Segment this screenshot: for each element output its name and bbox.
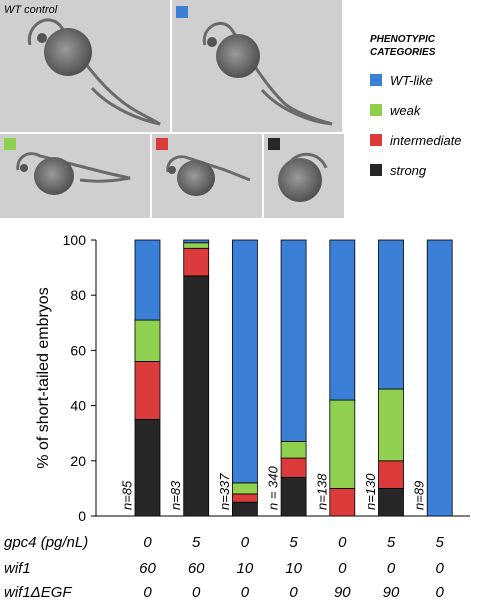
bar-segment-intermediate — [329, 487, 356, 517]
condition-value: 90 — [382, 584, 400, 601]
bar-segment-intermediate — [183, 247, 210, 277]
bar-segment-strong — [378, 487, 404, 517]
condition-value: 0 — [435, 584, 444, 601]
bar-segment-wt-like — [329, 239, 356, 401]
intermediate-swatch — [156, 138, 168, 150]
legend-swatch-intermediate — [370, 134, 382, 146]
condition-value: 0 — [289, 584, 298, 601]
bar-segment-intermediate — [134, 361, 161, 420]
bar-segment-strong — [183, 275, 210, 517]
sample-size-label: n=138 — [314, 473, 329, 510]
sample-size-label: n=89 — [412, 481, 427, 510]
condition-value: 10 — [285, 560, 302, 577]
y-tick-label: 0 — [78, 508, 86, 524]
sample-size-label: n = 340 — [266, 465, 281, 510]
condition-value: 0 — [143, 534, 152, 551]
legend-swatch-weak — [370, 104, 382, 116]
wt-control-label: WT control — [4, 4, 58, 16]
bar-segment-strong — [134, 418, 161, 517]
sample-size-label: n=337 — [217, 473, 232, 510]
y-axis-label: % of short-tailed embryos — [35, 287, 52, 468]
condition-value: 0 — [240, 584, 250, 601]
condition-value: 0 — [338, 534, 347, 551]
condition-label-wif1: wif1 — [4, 560, 31, 577]
condition-value: 0 — [240, 534, 250, 551]
legend-label-intermediate: intermediate — [390, 133, 462, 148]
embryo-photo-wt-like — [172, 0, 342, 132]
legend-label-wt-like: WT-like — [390, 73, 433, 88]
condition-value: 10 — [236, 560, 254, 577]
bar-segment-wt-like — [134, 239, 161, 321]
legend-label-strong: strong — [390, 163, 427, 178]
condition-value: 0 — [143, 584, 152, 601]
bar-segment-weak — [280, 441, 307, 459]
bar-segment-wt-like — [378, 239, 404, 390]
condition-value: 5 — [386, 534, 396, 551]
bar-segment-intermediate — [378, 460, 404, 489]
bar-segment-intermediate — [231, 493, 258, 503]
condition-value: 90 — [333, 584, 351, 601]
condition-label-gpc4: gpc4 (pg/nL) — [4, 534, 89, 551]
condition-value: 0 — [435, 560, 444, 577]
bar-segment-weak — [378, 388, 404, 462]
legend-swatch-wt-like — [370, 74, 382, 86]
sample-size-label: n=83 — [168, 480, 183, 510]
bar-segment-wt-like — [426, 239, 453, 517]
legend-title-line1: PHENOTYPIC — [370, 34, 436, 45]
bar-segment-strong — [280, 476, 307, 517]
legend-label-weak: weak — [390, 103, 422, 118]
condition-value: 0 — [192, 584, 201, 601]
condition-value: 0 — [386, 560, 396, 577]
condition-value: 0 — [338, 560, 347, 577]
legend-swatch-strong — [370, 164, 382, 176]
y-tick-label: 60 — [70, 342, 86, 358]
bar-segment-weak — [183, 242, 210, 249]
bar-segment-wt-like — [280, 239, 307, 442]
condition-label-wif1-degf: wif1ΔEGF — [4, 584, 72, 601]
strong-swatch — [268, 138, 280, 150]
bar-segment-intermediate — [280, 457, 307, 478]
bar-segment-weak — [329, 399, 356, 489]
embryo-photo-weak — [0, 134, 150, 218]
condition-value: 5 — [289, 534, 298, 551]
condition-value: 60 — [187, 560, 205, 577]
wt-like-swatch — [176, 6, 188, 18]
y-tick-label: 100 — [63, 232, 87, 248]
bar-segment-wt-like — [231, 239, 258, 484]
bar-segment-weak — [134, 319, 161, 362]
bar-segment-weak — [231, 482, 258, 495]
embryo-photo-panel: WT control PHENOTYPIC CATEGORIES WT-like — [0, 0, 462, 218]
legend-title-line2: CATEGORIES — [370, 47, 436, 58]
bar-segment-strong — [231, 501, 258, 517]
sample-size-label: n=85 — [120, 480, 135, 510]
embryo-photo-strong — [264, 134, 344, 218]
condition-value: 60 — [139, 560, 156, 577]
embryo-photo-intermediate — [152, 134, 262, 218]
weak-swatch — [4, 138, 16, 150]
y-tick-label: 40 — [70, 398, 86, 414]
y-tick-label: 80 — [70, 287, 86, 303]
condition-value: 5 — [192, 534, 201, 551]
sample-size-label: n=130 — [363, 473, 378, 510]
bar-segment-wt-like — [183, 239, 210, 244]
legend: PHENOTYPIC CATEGORIES WT-like weak inter… — [370, 34, 462, 178]
embryo-photo-wt-control — [0, 0, 170, 132]
y-tick-label: 20 — [70, 453, 86, 469]
condition-value: 5 — [435, 534, 444, 551]
